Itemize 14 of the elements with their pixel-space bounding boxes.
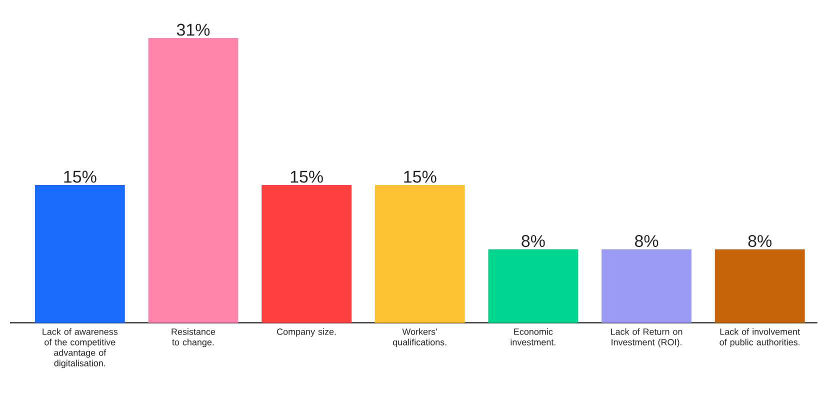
x-tick-label: Company size. bbox=[277, 328, 336, 337]
data-label: 31% bbox=[176, 24, 210, 36]
data-label: 15% bbox=[404, 170, 436, 183]
x-tick-label: Lack of involvement of public authorities. bbox=[720, 328, 800, 348]
data-label: 8% bbox=[748, 235, 772, 248]
data-label: 8% bbox=[634, 235, 658, 248]
x-tick-label: Economic investment. bbox=[510, 328, 556, 346]
x-tick-label: Lack of Return on Investment (ROI). bbox=[611, 328, 682, 348]
x-tick-label: Lack of awareness of the competitive advantage of digitalisation. bbox=[42, 328, 118, 368]
data-label: 8% bbox=[522, 235, 545, 248]
data-label: 15% bbox=[290, 170, 323, 183]
x-tick-label: Workers’ qualifications. bbox=[393, 328, 446, 348]
x-tick-label: Resistance to change. bbox=[172, 328, 216, 348]
data-label: 15% bbox=[64, 170, 96, 183]
